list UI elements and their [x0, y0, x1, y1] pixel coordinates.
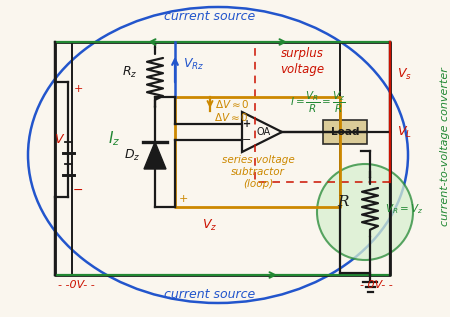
Text: +: +: [73, 84, 83, 94]
Text: $V_{Rz}$: $V_{Rz}$: [183, 56, 204, 72]
Text: $V_s$: $V_s$: [397, 67, 412, 81]
Text: - 0V- -: - 0V- -: [360, 280, 393, 290]
Polygon shape: [144, 142, 166, 169]
Text: +: +: [178, 194, 188, 204]
Text: +: +: [243, 119, 251, 129]
Text: - -0V- -: - -0V- -: [58, 280, 95, 290]
Text: Load: Load: [331, 127, 359, 137]
Text: R: R: [337, 195, 349, 209]
Text: series voltage
subtractor
(loop): series voltage subtractor (loop): [221, 155, 294, 189]
Text: current source: current source: [164, 288, 256, 301]
Text: $\Delta V{\approx}0$: $\Delta V{\approx}0$: [214, 111, 249, 123]
Text: $V_L$: $V_L$: [397, 125, 412, 139]
Text: $I_z$: $I_z$: [108, 130, 120, 148]
Text: surplus
voltage: surplus voltage: [280, 48, 324, 76]
Text: $V_R{=}V_z$: $V_R{=}V_z$: [385, 202, 423, 216]
Text: −: −: [73, 184, 83, 197]
Circle shape: [317, 164, 413, 260]
Text: $R_z$: $R_z$: [122, 64, 137, 80]
Text: $\Delta V{\approx}0$: $\Delta V{\approx}0$: [215, 98, 250, 110]
FancyBboxPatch shape: [323, 120, 367, 144]
Text: $V_z$: $V_z$: [202, 217, 218, 233]
Text: −: −: [242, 135, 252, 146]
Text: $I=\dfrac{V_R}{R}=\dfrac{V_z}{R}$: $I=\dfrac{V_R}{R}=\dfrac{V_z}{R}$: [290, 89, 346, 114]
Text: $D_z$: $D_z$: [124, 148, 140, 163]
Text: current-to-voltage converter: current-to-voltage converter: [440, 68, 450, 226]
Text: V: V: [54, 133, 62, 146]
Text: current source: current source: [164, 10, 256, 23]
Text: OA: OA: [257, 127, 271, 137]
